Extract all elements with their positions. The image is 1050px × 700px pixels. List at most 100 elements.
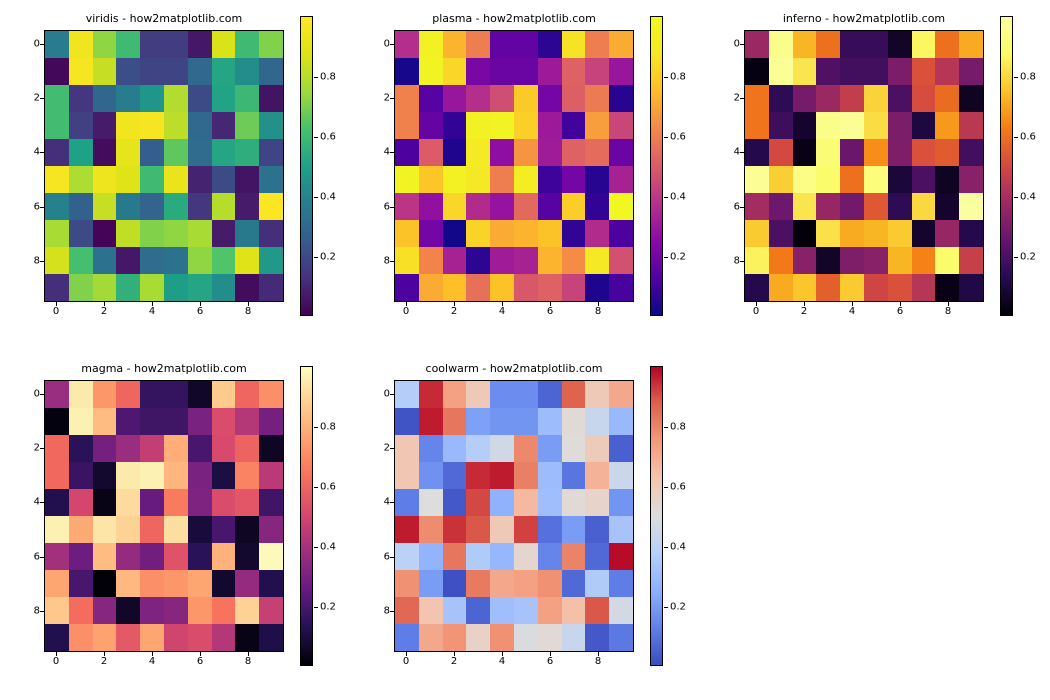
heatmap-cell [840, 58, 864, 85]
heatmap-cell [912, 193, 936, 220]
heatmap-cell [140, 624, 164, 651]
heatmap-cell [116, 112, 140, 139]
heatmap-cell [466, 31, 490, 58]
heatmap-cell [45, 462, 69, 489]
heatmap-cell [538, 489, 562, 516]
heatmap-cell [745, 166, 769, 193]
heatmap-cell [538, 85, 562, 112]
heatmap-cell [188, 274, 212, 301]
heatmap-cell [140, 489, 164, 516]
colorbar-tick-label: 0.6 [670, 132, 686, 143]
y-tick-mark [740, 44, 744, 45]
heatmap-cell [864, 247, 888, 274]
heatmap-cell [585, 489, 609, 516]
x-tick-label: 0 [403, 306, 409, 317]
heatmap-cell [538, 381, 562, 408]
heatmap-cell [395, 139, 419, 166]
heatmap-cell [45, 112, 69, 139]
heatmap-cell [609, 408, 633, 435]
heatmap-cell [235, 247, 259, 274]
heatmap-cell [443, 570, 467, 597]
y-tick-mark [40, 98, 44, 99]
heatmap-cell [864, 31, 888, 58]
y-tick-mark [390, 207, 394, 208]
heatmap-cell [514, 85, 538, 112]
heatmap-cell [888, 112, 912, 139]
x-tick-mark [200, 302, 201, 306]
heatmap-cell [395, 489, 419, 516]
heatmap-cell [140, 570, 164, 597]
heatmap-cell [164, 139, 188, 166]
heatmap-cell [93, 543, 117, 570]
colorbar-tick-label: 0.6 [670, 482, 686, 493]
heatmap-cell [235, 543, 259, 570]
x-tick-label: 8 [245, 306, 251, 317]
axes [744, 30, 984, 302]
y-tick-mark [390, 152, 394, 153]
x-tick-label: 0 [403, 656, 409, 667]
heatmap-cell [935, 220, 959, 247]
x-tick-label: 6 [547, 306, 553, 317]
heatmap-cell [116, 220, 140, 247]
heatmap-cell [793, 274, 817, 301]
heatmap [395, 31, 633, 301]
colorbar-tick-label: 0.6 [1020, 132, 1036, 143]
heatmap-cell [538, 112, 562, 139]
heatmap-cell [69, 624, 93, 651]
heatmap-cell [443, 58, 467, 85]
heatmap-cell [816, 247, 840, 274]
heatmap-cell [514, 435, 538, 462]
heatmap-cell [793, 85, 817, 112]
heatmap-cell [235, 462, 259, 489]
heatmap-cell [609, 247, 633, 274]
heatmap-cell [609, 381, 633, 408]
heatmap-cell [45, 435, 69, 462]
heatmap-cell [395, 112, 419, 139]
x-tick-mark [756, 302, 757, 306]
y-tick-label: 4 [376, 497, 390, 508]
heatmap-cell [188, 462, 212, 489]
y-tick-mark [40, 207, 44, 208]
heatmap-cell [395, 381, 419, 408]
heatmap-cell [466, 516, 490, 543]
heatmap-cell [840, 166, 864, 193]
x-tick-label: 6 [197, 656, 203, 667]
heatmap-cell [585, 58, 609, 85]
heatmap-cell [69, 408, 93, 435]
heatmap-cell [888, 247, 912, 274]
x-tick-label: 4 [499, 306, 505, 317]
heatmap-cell [443, 247, 467, 274]
heatmap-cell [935, 58, 959, 85]
heatmap-cell [864, 193, 888, 220]
y-tick-mark [40, 44, 44, 45]
heatmap-cell [745, 220, 769, 247]
heatmap-cell [212, 462, 236, 489]
heatmap-cell [116, 462, 140, 489]
y-tick-label: 4 [26, 497, 40, 508]
heatmap-cell [514, 543, 538, 570]
heatmap-cell [840, 193, 864, 220]
heatmap-cell [745, 112, 769, 139]
heatmap-cell [562, 139, 586, 166]
x-tick-mark [502, 302, 503, 306]
heatmap-cell [514, 516, 538, 543]
heatmap-cell [490, 85, 514, 112]
heatmap-cell [959, 112, 983, 139]
heatmap-cell [69, 31, 93, 58]
heatmap-cell [538, 435, 562, 462]
subplot-title: viridis - how2matplotlib.com [44, 12, 284, 25]
heatmap-cell [538, 166, 562, 193]
heatmap-cell [793, 166, 817, 193]
heatmap-cell [69, 193, 93, 220]
heatmap-cell [188, 489, 212, 516]
x-tick-label: 0 [753, 306, 759, 317]
y-tick-mark [390, 44, 394, 45]
heatmap-cell [45, 516, 69, 543]
x-tick-mark [550, 302, 551, 306]
heatmap-cell [93, 193, 117, 220]
heatmap-cell [395, 408, 419, 435]
x-tick-mark [200, 652, 201, 656]
heatmap-cell [562, 543, 586, 570]
heatmap-cell [959, 31, 983, 58]
heatmap-cell [745, 274, 769, 301]
